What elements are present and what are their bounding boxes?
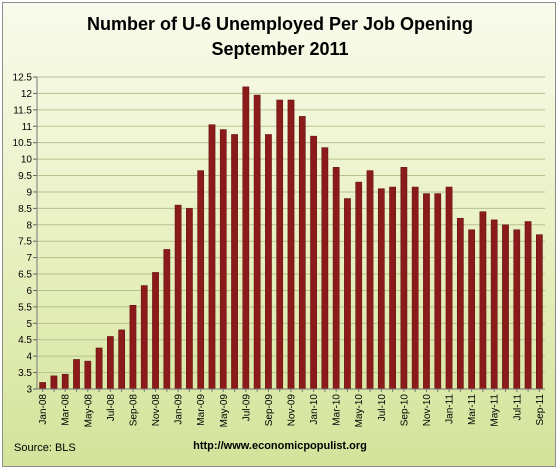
bar-Aug-11 (524, 221, 532, 390)
bar-Oct-10 (411, 186, 419, 390)
bar-Nov-10 (423, 193, 430, 390)
y-tick-label: 11 (22, 122, 33, 133)
y-tick-label: 7.5 (18, 237, 32, 248)
source-note: Source: BLS (14, 442, 76, 454)
bar-Dec-10 (434, 193, 442, 390)
y-tick-label: 12.5 (13, 73, 33, 84)
y-tick-label: 5 (26, 319, 32, 330)
bar-Jul-09 (242, 86, 250, 390)
y-tick-label: 4 (26, 352, 32, 363)
x-tick-label: Mar-10 (332, 394, 343, 426)
x-tick-label: May-10 (354, 394, 365, 428)
y-tick-label: 6 (26, 286, 32, 297)
bar-Dec-08 (163, 249, 171, 390)
chart-title: Number of U-6 Unemployed Per Job Opening (86, 14, 474, 34)
bar-Sep-10 (400, 167, 408, 390)
x-tick-label: Sep-10 (399, 394, 410, 427)
bar-Apr-08 (73, 359, 80, 390)
y-tick-label: 8 (26, 220, 32, 231)
x-tick-label: May-09 (219, 394, 230, 428)
bar-Nov-09 (287, 99, 295, 390)
x-tick-label: Jan-10 (309, 394, 320, 425)
x-tick-label: Jul-10 (377, 394, 388, 422)
bar-Jan-11 (445, 186, 453, 390)
bar-Mar-11 (468, 229, 475, 390)
bar-Feb-11 (456, 217, 464, 390)
bar-Jul-08 (107, 336, 114, 390)
bar-May-11 (490, 219, 498, 390)
bar-Aug-08 (118, 329, 126, 390)
y-tick-label: 8.5 (18, 204, 32, 215)
x-tick-label: Mar-08 (61, 394, 72, 426)
source-url: http://www.economicpopulist.org (193, 440, 367, 452)
x-tick-label: May-11 (490, 394, 501, 427)
bar-Nov-08 (152, 272, 159, 390)
bar-Jul-11 (513, 229, 521, 390)
x-tick-label: Jan-09 (174, 394, 185, 425)
bar-Sep-09 (265, 134, 272, 390)
x-tick-label: Mar-11 (467, 394, 478, 425)
x-tick-label: Sep-11 (535, 394, 546, 426)
x-tick-label: Sep-08 (128, 394, 139, 427)
bar-Mar-08 (61, 373, 69, 390)
bar-Feb-09 (186, 208, 193, 390)
y-tick-label: 6.5 (18, 270, 32, 281)
y-tick-label: 5.5 (18, 302, 32, 313)
bar-Jun-08 (95, 347, 103, 390)
x-tick-label: Mar-09 (196, 394, 207, 426)
x-tick-label: Jul-11 (512, 394, 523, 421)
y-axis-labels: 3 3.5 4 4.5 5 5.5 6 6.5 7 7.5 8 8.5 9 9.5 10 10.5 11 11.5… (13, 73, 33, 396)
bar-Jun-11 (502, 224, 509, 390)
bar-Jun-10 (366, 170, 374, 390)
x-tick-label: May-08 (83, 394, 94, 428)
bar-Sep-11 (536, 234, 543, 390)
bar-Mar-09 (197, 170, 205, 390)
bar-Apr-10 (344, 198, 351, 390)
bar-Apr-09 (208, 124, 216, 390)
bar-May-09 (219, 129, 227, 390)
y-tick-label: 11.5 (13, 105, 32, 116)
y-tick-label: 10 (21, 155, 33, 166)
chart-subtitle: September 2011 (211, 39, 349, 59)
x-tick-label: Nov-08 (151, 394, 162, 427)
y-tick-label: 3.5 (18, 368, 32, 379)
bar-Jan-10 (310, 135, 317, 390)
y-tick-label: 12 (21, 89, 33, 100)
y-tick-label: 4.5 (18, 335, 32, 346)
bar-May-10 (355, 181, 363, 390)
bar-Dec-09 (298, 116, 306, 390)
bar-Jan-09 (174, 204, 182, 390)
bar-Jul-10 (377, 188, 385, 390)
bar-Jan-08 (39, 382, 46, 390)
y-tick-label: 9.5 (18, 171, 32, 182)
x-tick-label: Jan-08 (38, 394, 49, 425)
y-tick-label: 3 (26, 385, 32, 396)
bar-Aug-10 (389, 186, 396, 390)
bar-Oct-09 (276, 99, 284, 390)
bar-Feb-08 (50, 375, 58, 390)
bar-Jun-09 (231, 134, 238, 390)
bar-Oct-08 (140, 285, 148, 390)
x-tick-label: Nov-10 (422, 394, 433, 427)
x-tick-label: Jul-09 (241, 394, 252, 422)
bar-May-08 (84, 360, 92, 390)
bar-Mar-10 (332, 167, 340, 390)
x-tick-label: Jan-11 (445, 394, 456, 424)
x-tick-label: Jul-08 (106, 394, 117, 422)
bar-Feb-10 (321, 147, 329, 390)
bars (39, 86, 543, 390)
bar-Apr-11 (479, 211, 487, 390)
bar-Sep-08 (129, 305, 137, 390)
x-axis-labels: Jan-08 Mar-08 May-08 Jul-08 Sep-08 Nov-08 Jan-… (38, 389, 546, 427)
y-tick-label: 10.5 (13, 138, 33, 149)
x-tick-label: Sep-09 (264, 394, 275, 427)
x-tick-label: Nov-09 (287, 394, 298, 427)
y-tick-label: 7 (26, 253, 32, 264)
bar-Aug-09 (253, 94, 261, 390)
y-tick-label: 9 (26, 187, 32, 198)
